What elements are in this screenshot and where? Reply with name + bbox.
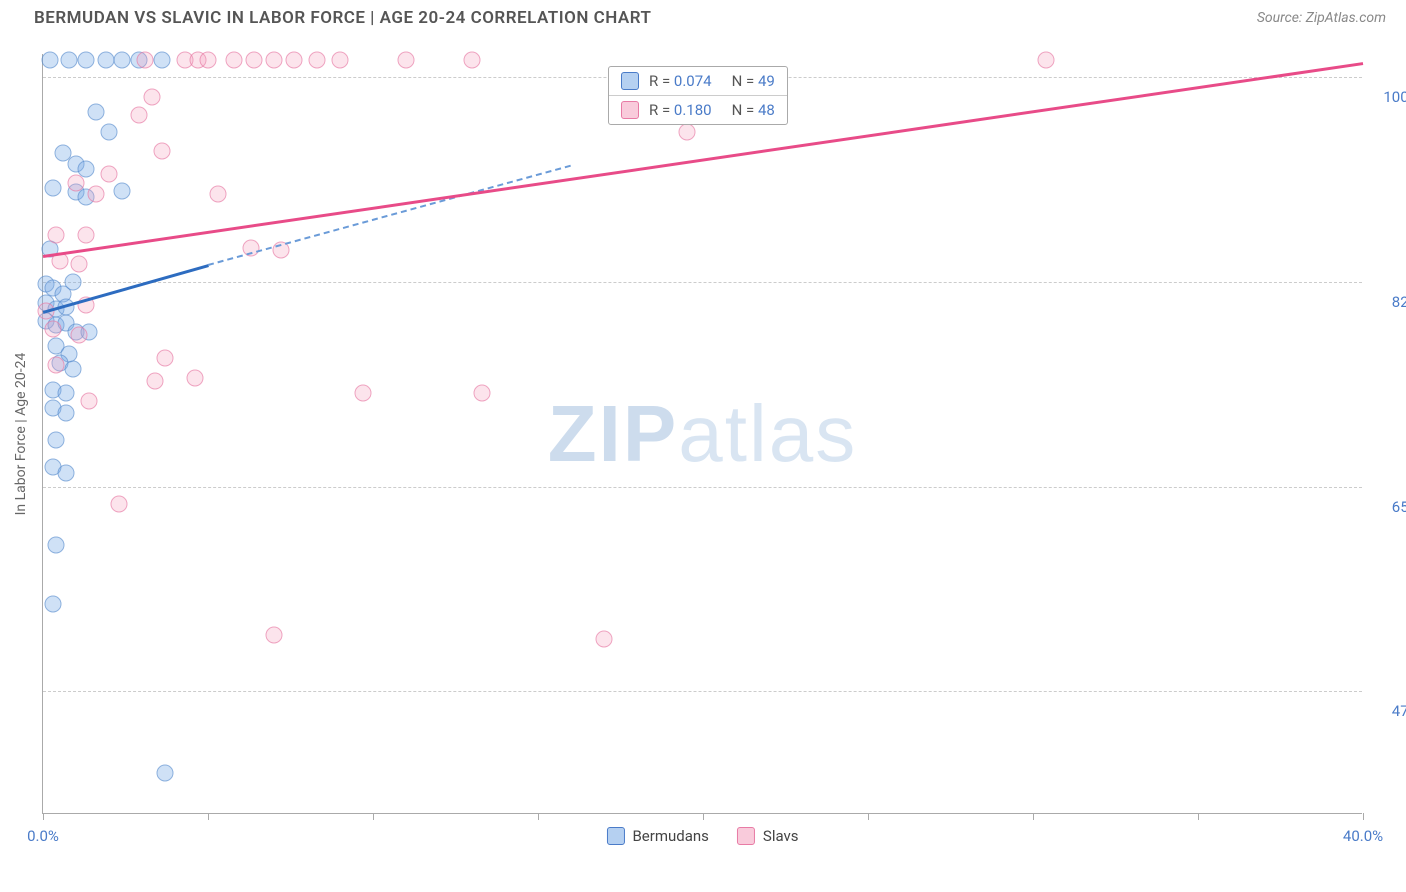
x-tick-mark [43, 813, 44, 820]
scatter-point [157, 350, 174, 367]
x-tick-mark [1363, 813, 1364, 820]
y-tick-label: 47.5% [1372, 702, 1406, 720]
scatter-point [87, 186, 104, 203]
watermark-rest: atlas [678, 389, 857, 478]
scatter-point [61, 51, 78, 68]
scatter-point [153, 143, 170, 160]
chart-container: In Labor Force | Age 20-24 ZIPatlas Berm… [0, 44, 1406, 864]
scatter-point [157, 765, 174, 782]
y-tick-label: 82.5% [1372, 293, 1406, 311]
n-stat: N = 48 [732, 101, 775, 119]
swatch-pink [737, 827, 755, 845]
scatter-point [101, 124, 118, 141]
gridline-h [43, 282, 1362, 283]
stats-legend-row: R = 0.074 N = 49 [609, 67, 787, 95]
scatter-point [464, 51, 481, 68]
gridline-h [43, 691, 1362, 692]
scatter-point [101, 166, 118, 183]
scatter-point [87, 104, 104, 121]
chart-header: BERMUDAN VS SLAVIC IN LABOR FORCE | AGE … [0, 0, 1406, 36]
r-stat: R = 0.180 [649, 101, 712, 119]
scatter-point [596, 630, 613, 647]
scatter-point [114, 182, 131, 199]
swatch-icon [621, 72, 639, 90]
scatter-point [114, 51, 131, 68]
x-tick-label: 0.0% [27, 827, 59, 845]
legend-label: Slavs [763, 827, 799, 845]
scatter-point [48, 227, 65, 244]
scatter-point [64, 274, 81, 291]
scatter-point [77, 227, 94, 244]
bottom-legend: Bermudans Slavs [606, 827, 798, 845]
scatter-point [332, 51, 349, 68]
scatter-point [147, 373, 164, 390]
scatter-point [355, 385, 372, 402]
scatter-point [186, 369, 203, 386]
x-tick-mark [703, 813, 704, 820]
stats-legend-row: R = 0.180 N = 48 [609, 95, 787, 124]
x-tick-mark [1033, 813, 1034, 820]
swatch-icon [621, 101, 639, 119]
chart-title: BERMUDAN VS SLAVIC IN LABOR FORCE | AGE … [34, 8, 651, 28]
scatter-point [77, 51, 94, 68]
r-stat: R = 0.074 [649, 72, 712, 90]
x-tick-mark [1198, 813, 1199, 820]
scatter-point [58, 385, 75, 402]
scatter-point [48, 537, 65, 554]
scatter-point [44, 180, 61, 197]
y-tick-label: 65.0% [1372, 498, 1406, 516]
y-tick-label: 100.0% [1372, 88, 1406, 106]
watermark-bold: ZIP [548, 389, 678, 478]
scatter-point [130, 106, 147, 123]
scatter-point [246, 51, 263, 68]
scatter-point [68, 174, 85, 191]
scatter-point [81, 393, 98, 410]
scatter-point [266, 51, 283, 68]
plot-area: In Labor Force | Age 20-24 ZIPatlas Berm… [42, 54, 1362, 814]
watermark: ZIPatlas [548, 388, 857, 480]
scatter-point [209, 186, 226, 203]
gridline-h [43, 487, 1362, 488]
scatter-point [44, 595, 61, 612]
x-tick-mark [538, 813, 539, 820]
n-stat: N = 49 [732, 72, 775, 90]
x-tick-mark [208, 813, 209, 820]
scatter-point [41, 51, 58, 68]
scatter-point [200, 51, 217, 68]
legend-item-slavs: Slavs [737, 827, 799, 845]
scatter-point [48, 357, 65, 374]
scatter-point [285, 51, 302, 68]
scatter-point [226, 51, 243, 68]
chart-source: Source: ZipAtlas.com [1257, 10, 1386, 26]
scatter-point [398, 51, 415, 68]
x-tick-mark [868, 813, 869, 820]
scatter-point [71, 326, 88, 343]
x-tick-mark [373, 813, 374, 820]
scatter-point [678, 124, 695, 141]
scatter-point [137, 51, 154, 68]
scatter-point [71, 256, 88, 273]
scatter-point [266, 627, 283, 644]
legend-label: Bermudans [632, 827, 708, 845]
scatter-point [97, 51, 114, 68]
swatch-blue [606, 827, 624, 845]
scatter-point [110, 496, 127, 513]
scatter-point [308, 51, 325, 68]
scatter-point [64, 360, 81, 377]
scatter-point [48, 431, 65, 448]
scatter-point [1038, 51, 1055, 68]
stats-legend: R = 0.074 N = 49 R = 0.180 N = 48 [608, 66, 788, 125]
scatter-point [44, 320, 61, 337]
scatter-point [58, 464, 75, 481]
scatter-point [473, 385, 490, 402]
scatter-point [153, 51, 170, 68]
scatter-point [58, 404, 75, 421]
y-axis-label: In Labor Force | Age 20-24 [13, 352, 29, 515]
legend-item-bermudans: Bermudans [606, 827, 708, 845]
x-tick-label: 40.0% [1343, 827, 1383, 845]
trend-line [208, 165, 572, 266]
scatter-point [143, 89, 160, 106]
